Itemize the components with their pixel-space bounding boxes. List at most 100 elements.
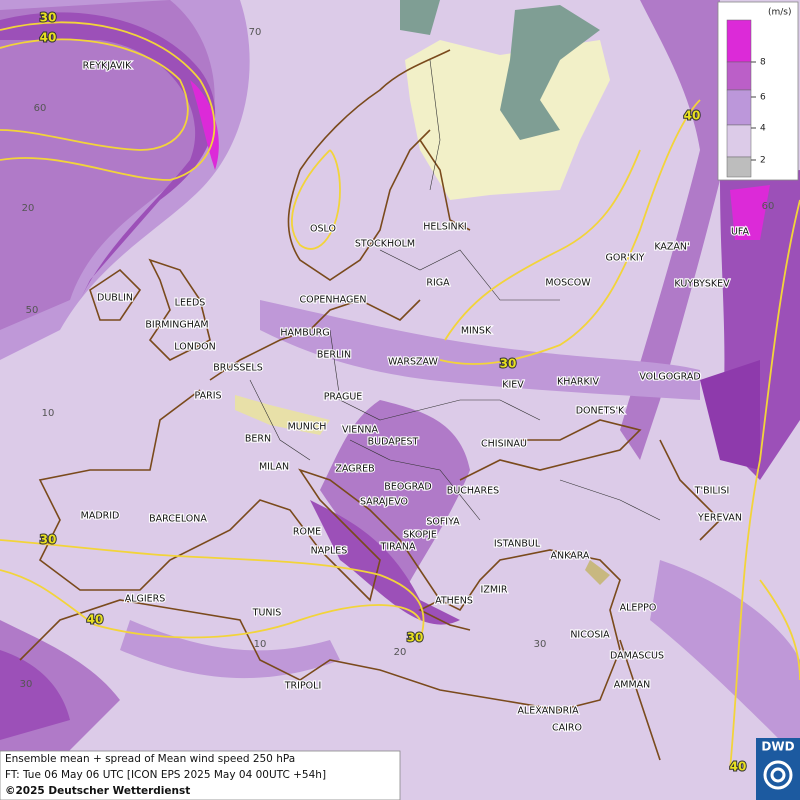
- footer-box: [0, 750, 401, 800]
- contour-label: 30: [40, 11, 57, 25]
- city-label: NAPLES: [311, 546, 348, 557]
- legend: (m/s) 8 6 4 2: [717, 1, 799, 181]
- copyright: ©2025 Deutscher Wetterdienst: [5, 785, 190, 797]
- footer: Ensemble mean + spread of Mean wind spee…: [0, 750, 401, 800]
- contour-label: 40: [40, 31, 57, 45]
- city-label: TIRANA: [380, 542, 416, 553]
- city-label: STOCKHOLM: [355, 239, 415, 250]
- land-features: [235, 0, 610, 585]
- legend-swatch: [726, 61, 752, 91]
- city-label: KIEV: [502, 380, 524, 391]
- city-label: LONDON: [174, 342, 215, 353]
- legend-swatch: [726, 89, 752, 126]
- city-label: UFA: [731, 227, 750, 238]
- grid-label: 50: [26, 305, 39, 316]
- city-label: RIGA: [426, 278, 450, 289]
- city-label: KUYBYSKEV: [674, 279, 730, 290]
- city-label: ROME: [293, 527, 321, 538]
- grid-label: 30: [534, 639, 547, 650]
- city-label: MILAN: [259, 462, 289, 473]
- city-label: HAMBURG: [280, 328, 329, 339]
- footer-line: Ensemble mean + spread of Mean wind spee…: [5, 753, 295, 765]
- contour-label: 40: [87, 613, 104, 627]
- city-label: T'BILISI: [694, 486, 730, 497]
- logo-text: DWD: [761, 740, 794, 754]
- city-label: PARIS: [194, 391, 221, 402]
- legend-swatch: [726, 156, 752, 178]
- footer-line: FT: Tue 06 May 06 UTC [ICON EPS 2025 May…: [5, 769, 326, 781]
- city-label: BERLIN: [317, 350, 351, 361]
- logo: DWD: [756, 738, 800, 800]
- legend-unit: (m/s): [768, 8, 792, 18]
- legend-tick-label: 2: [760, 156, 766, 166]
- city-label: ATHENS: [435, 596, 473, 607]
- city-label: SKOPJE: [403, 530, 437, 541]
- city-label: COPENHAGEN: [300, 295, 367, 306]
- grid-label: 60: [34, 103, 47, 114]
- grid-label: 60: [762, 201, 775, 212]
- city-label: ISTANBUL: [494, 539, 541, 550]
- contour-label: 30: [40, 533, 57, 547]
- legend-scale: 8 6 4 2: [726, 19, 766, 178]
- city-label: MINSK: [461, 326, 492, 337]
- city-label: KHARKIV: [557, 377, 600, 388]
- city-label: DUBLIN: [97, 293, 133, 304]
- city-label: ZAGREB: [335, 464, 374, 475]
- legend-tick-label: 4: [760, 124, 766, 134]
- city-label: NICOSIA: [570, 630, 610, 641]
- city-label: HELSINKI: [423, 222, 466, 233]
- city-label: VIENNA: [342, 425, 379, 436]
- city-label: BEOGRAD: [384, 482, 431, 493]
- grid-label: 10: [42, 408, 55, 419]
- logo-swirl: [763, 760, 793, 790]
- coastlines: [19, 49, 722, 761]
- city-label: OSLO: [310, 224, 336, 235]
- city-label: KAZAN': [654, 242, 689, 253]
- grid-label: 70: [249, 27, 262, 38]
- city-label: ANKARA: [551, 551, 590, 562]
- borders: [249, 59, 661, 521]
- city-label: BRUSSELS: [213, 363, 262, 374]
- city-label: DONETS'K: [576, 406, 625, 417]
- city-label: BARCELONA: [149, 514, 207, 525]
- grid-label: 20: [22, 203, 35, 214]
- city-label: DAMASCUS: [610, 651, 664, 662]
- logo-swirl: [770, 767, 786, 783]
- grid-label: 30: [20, 679, 33, 690]
- city-label: BERN: [245, 434, 271, 445]
- legend-tick-label: 6: [760, 93, 766, 103]
- isotachs: [0, 21, 800, 771]
- contour-label: 30: [407, 631, 424, 645]
- city-label: ALGIERS: [125, 594, 166, 605]
- city-label: ALEPPO: [620, 603, 657, 614]
- city-label: CAIRO: [552, 723, 582, 734]
- city-label: REYKJAVIK: [83, 61, 132, 72]
- city-label: TUNIS: [252, 608, 282, 619]
- city-label: AMMAN: [614, 680, 651, 691]
- city-label: BUCHARES: [447, 486, 499, 497]
- city-label: LEEDS: [175, 298, 206, 309]
- city-label: SOFIYA: [426, 517, 460, 528]
- grid-label: 10: [254, 639, 267, 650]
- city-label: BUDAPEST: [368, 437, 419, 448]
- city-label: ALEXANDRIA: [517, 706, 579, 717]
- city-label: WARSZAW: [388, 357, 438, 368]
- city-label: VOLGOGRAD: [639, 372, 700, 383]
- city-label: IZMIR: [481, 585, 508, 596]
- contour-label: 40: [684, 109, 701, 123]
- city-label: MADRID: [81, 511, 120, 522]
- city-label: TRIPOLI: [284, 681, 322, 692]
- city-label: YEREVAN: [697, 513, 742, 524]
- city-label: CHISINAU: [481, 439, 527, 450]
- labels: 706020501030102030603040403030403040REYK…: [20, 10, 775, 775]
- city-label: GOR'KIY: [606, 253, 645, 264]
- contour-label: 40: [730, 760, 747, 774]
- city-label: MOSCOW: [545, 278, 591, 289]
- wind-bands: [0, 0, 800, 760]
- city-label: PRAGUE: [324, 392, 363, 403]
- city-label: BIRMINGHAM: [145, 320, 208, 331]
- legend-swatch: [726, 124, 752, 158]
- legend-swatch: [726, 19, 752, 63]
